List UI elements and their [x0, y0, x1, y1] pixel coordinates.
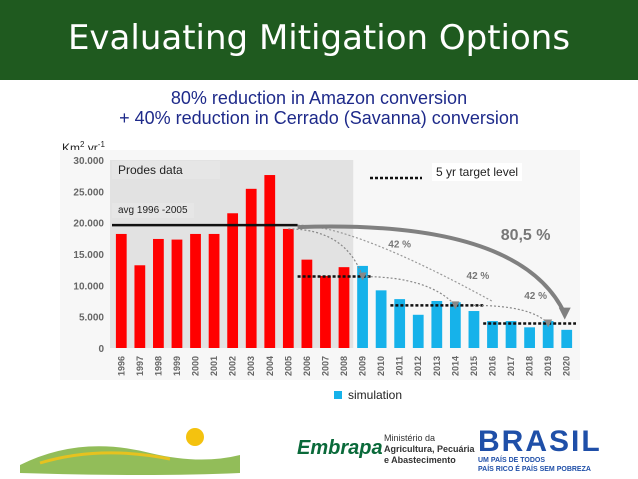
simulation-bar [505, 321, 517, 348]
unit-exp-1: 2 [80, 140, 85, 149]
x-tick-label: 2014 [450, 356, 460, 376]
simulation-bar [431, 301, 443, 348]
overall-reduction-arrowhead [558, 307, 571, 320]
unit-mid: yr [84, 141, 98, 155]
x-tick-label: 2020 [562, 356, 572, 376]
subtitle-line-1: 80% reduction in Amazon conversion [170, 88, 468, 108]
observed-bar [190, 233, 201, 348]
y-tick-label: 10.000 [73, 281, 104, 292]
x-tick-label: 2015 [469, 356, 479, 376]
x-tick-label: 2011 [395, 356, 405, 376]
simulation-bar [412, 314, 424, 348]
ministry-logo: Ministério da Agricultura, Pecuária e Ab… [384, 433, 475, 466]
overall-reduction-arrow [297, 224, 567, 315]
prodes-data-label: Prodes data [112, 161, 220, 179]
subtitle-line-2: + 40% reduction in Cerrado (Savanna) con… [119, 108, 519, 128]
avg-label: avg 1996 -2005 [112, 203, 194, 218]
deforestation-chart: 0 5.000 10.000 15.000 20.000 25.000 30.000 1996… [60, 150, 580, 380]
simulation-bar [394, 299, 406, 348]
observed-bar [134, 265, 146, 348]
simulation-swatch [334, 391, 342, 399]
x-tick-label: 2008 [339, 356, 349, 376]
stage-reduction-arrowhead [451, 301, 460, 310]
y-tick-label: 15.000 [73, 250, 104, 261]
x-tick-label: 2013 [432, 356, 442, 376]
x-tick-label: 2003 [246, 356, 256, 376]
observed-bar [282, 228, 294, 348]
y-tick-label: 0 [98, 344, 104, 355]
stage-reduction-label: 42 % [388, 240, 411, 251]
overall-reduction-label: 80,5 % [501, 227, 551, 244]
x-tick-label: 1998 [153, 356, 163, 376]
observed-bar [301, 259, 313, 348]
observed-bar [264, 175, 276, 348]
x-tick-label: 2010 [376, 356, 386, 376]
stage-reduction-label: 42 % [524, 291, 547, 302]
embrapa-logo: Embrapa [297, 437, 383, 459]
footer-decoration [20, 428, 468, 475]
y-tick-label: 20.000 [73, 219, 104, 230]
x-tick-label: 2004 [265, 356, 275, 376]
brasil-logo: BRASIL [478, 425, 602, 458]
observed-bar [153, 238, 164, 348]
x-tick-label: 2001 [209, 356, 219, 376]
footer-logos: Embrapa Ministério da Agricultura, Pecuá… [0, 415, 638, 479]
slide-title: Evaluating Mitigation Options [67, 18, 571, 58]
observed-bar [208, 233, 220, 348]
projection-curve-dotted [297, 224, 493, 302]
simulation-bar [487, 321, 498, 348]
simulation-legend: simulation [334, 388, 402, 402]
simulation-bar [449, 302, 461, 348]
simulation-bar [375, 290, 387, 348]
stage-reduction-label: 42 % [467, 271, 490, 282]
y-tick-label: 25.000 [73, 187, 104, 198]
x-tick-label: 2006 [302, 356, 312, 376]
observed-bar [227, 213, 239, 348]
x-tick-label: 2005 [283, 356, 293, 376]
ministry-line-1: Ministério da [384, 433, 436, 443]
slide-header: Evaluating Mitigation Options [0, 0, 638, 80]
x-tick-label: 2002 [228, 356, 238, 376]
x-tick-label: 1997 [135, 356, 145, 376]
x-tick-label: 2000 [191, 356, 201, 376]
brasil-tagline-1: UM PAÍS DE TODOS [478, 457, 546, 464]
x-tick-label: 2007 [320, 356, 330, 376]
x-tick-label: 2016 [487, 356, 497, 376]
stage-reduction-arrowhead [544, 319, 553, 328]
x-tick-label: 2018 [525, 356, 535, 376]
observed-bar [338, 267, 350, 348]
x-tick-label: 2019 [543, 356, 553, 376]
observed-bar [115, 233, 127, 348]
x-tick-label: 2009 [358, 356, 368, 376]
x-tick-label: 2017 [506, 356, 516, 376]
simulation-bar [524, 327, 535, 348]
stage-reduction-arrow [288, 228, 364, 277]
observed-bar [245, 188, 257, 348]
stage-reduction-arrow [362, 275, 456, 306]
x-tick-label: 1999 [172, 356, 182, 376]
simulation-bar [561, 329, 573, 348]
x-tick-label: 2012 [413, 356, 423, 376]
brasil-tagline-2: PAÍS RICO É PAÍS SEM POBREZA [478, 466, 591, 473]
ministry-line-2: Agricultura, Pecuária [384, 444, 475, 454]
observed-bar [171, 239, 183, 348]
unit-exp-2: -1 [97, 140, 105, 149]
simulation-bar [357, 265, 368, 348]
target-level-label: 5 yr target level [432, 163, 523, 181]
observed-bar [320, 275, 331, 348]
y-tick-label: 5.000 [79, 313, 104, 324]
y-tick-label: 30.000 [73, 156, 104, 167]
ministry-line-3: e Abastecimento [384, 455, 456, 465]
x-tick-label: 1996 [116, 356, 126, 376]
simulation-legend-label: simulation [348, 388, 403, 402]
simulation-bar [542, 321, 554, 348]
simulation-bar [468, 311, 480, 348]
